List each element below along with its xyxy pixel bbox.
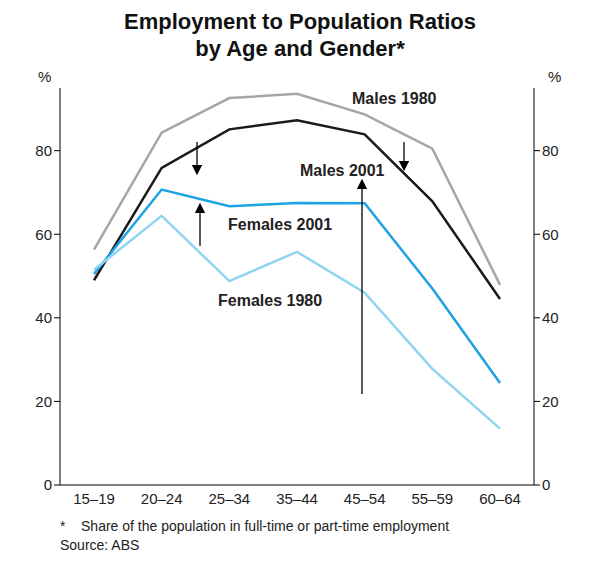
svg-text:40: 40	[35, 309, 52, 326]
html-text:Females 1980: Females 1980	[218, 292, 323, 309]
html-text:* Share of the population in f: * Share of the population in full-time o…	[60, 518, 450, 534]
html-text:Source: ABS: Source: ABS	[60, 537, 140, 553]
svg-text:20: 20	[35, 393, 52, 410]
svg-text:35–44: 35–44	[276, 490, 318, 507]
svg-text:80: 80	[542, 142, 559, 159]
svg-text:0: 0	[542, 476, 550, 493]
svg-text:60: 60	[542, 226, 559, 243]
svg-text:20–24: 20–24	[141, 490, 183, 507]
svg-text:0: 0	[44, 476, 52, 493]
html-text:Males 1980: Males 1980	[352, 90, 437, 107]
svg-text:15–19: 15–19	[73, 490, 115, 507]
svg-text:80: 80	[35, 142, 52, 159]
svg-text:60–64: 60–64	[479, 490, 521, 507]
svg-text:20: 20	[542, 393, 559, 410]
svg-text:40: 40	[542, 309, 559, 326]
svg-text:60: 60	[35, 226, 52, 243]
html-text:Employment to Population Ratio: Employment to Population Ratios by Age a…	[124, 9, 476, 61]
svg-text:45–54: 45–54	[344, 490, 386, 507]
svg-text:25–34: 25–34	[208, 490, 250, 507]
svg-text:55–59: 55–59	[411, 490, 453, 507]
html-text:Males 2001: Males 2001	[300, 162, 385, 179]
html-text:Females 2001: Females 2001	[228, 216, 333, 233]
